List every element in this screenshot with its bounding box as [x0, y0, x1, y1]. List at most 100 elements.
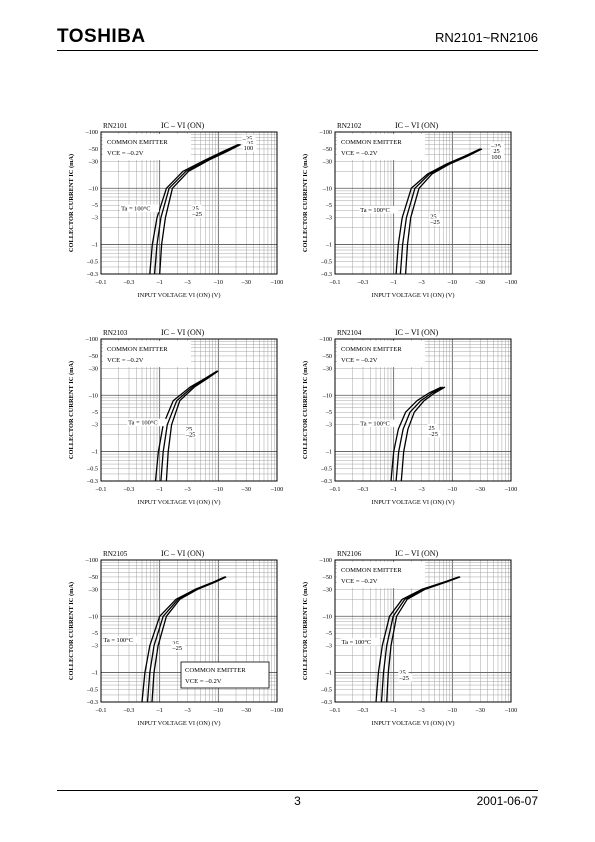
- x-tick-label: –0.1: [329, 279, 341, 286]
- annotation-bg: [120, 204, 160, 213]
- y-tick-label: –0.5: [86, 466, 98, 473]
- series-annotation: 25: [430, 214, 436, 221]
- annotation-bg: [127, 418, 167, 427]
- plot-frame: [100, 131, 278, 275]
- y-tick-label: –10: [88, 613, 98, 620]
- annotation-bg: [398, 668, 409, 677]
- y-tick-label: –0.3: [86, 699, 98, 706]
- x-tick-label: –30: [475, 279, 485, 286]
- plot-frame: [100, 338, 278, 482]
- y-axis-label: COLLECTOR CURRENT IC (mA): [302, 361, 309, 459]
- y-tick-label: –50: [88, 353, 98, 360]
- condition-box: COMMON EMITTER VCE = –0.2V: [103, 134, 191, 160]
- x-tick-label: –1: [156, 279, 163, 286]
- series-annotation: –25: [171, 645, 182, 652]
- series-annotation: –25: [490, 143, 501, 150]
- y-tick-label: –0.5: [320, 259, 332, 266]
- annotation-bg: [429, 212, 440, 221]
- part-label: RN2103: [103, 329, 128, 337]
- condition-line: COMMON EMITTER: [107, 346, 168, 353]
- series-line: [380, 576, 460, 703]
- x-tick-label: –10: [213, 279, 223, 286]
- x-tick-label: –0.3: [123, 707, 135, 714]
- plot-frame: [334, 131, 512, 275]
- series-line: [159, 143, 241, 275]
- series-annotation: Ta = 100°C: [128, 420, 158, 427]
- x-tick-label: –30: [241, 279, 251, 286]
- annotation-bg: [184, 430, 199, 439]
- condition-line: VCE = –0.2V: [185, 678, 222, 685]
- y-tick-label: –5: [91, 630, 98, 637]
- annotation-bg: [171, 639, 182, 648]
- condition-line: VCE = –0.2V: [107, 150, 144, 157]
- y-tick-label: –0.5: [86, 687, 98, 694]
- condition-box-bg: [337, 134, 425, 160]
- footer-date: 2001-06-07: [476, 794, 538, 808]
- chart-rn2105: –0.1 –0.3 –1 –3 –10 –30 –100–100–50–30–10–5–3–…: [68, 549, 283, 727]
- y-tick-label: –50: [322, 574, 332, 581]
- y-tick-label: –5: [91, 202, 98, 209]
- y-tick-label: –30: [322, 586, 332, 593]
- y-axis-label: COLLECTOR CURRENT IC (mA): [68, 361, 75, 459]
- chart-title: IC – VI (ON): [395, 328, 439, 337]
- annotation-bg: [246, 139, 257, 147]
- series-line: [151, 576, 227, 703]
- condition-box: COMMON EMITTER VCE = –0.2V: [337, 341, 425, 367]
- x-tick-label: –10: [447, 279, 457, 286]
- x-tick-label: –1: [156, 486, 163, 493]
- x-tick-label: –100: [270, 707, 283, 714]
- page-number: 3: [294, 794, 301, 808]
- x-tick-label: –0.1: [95, 707, 107, 714]
- y-tick-label: –0.3: [320, 271, 332, 278]
- condition-line: VCE = –0.2V: [341, 357, 378, 364]
- chart-title: IC – VI (ON): [161, 121, 205, 130]
- annotation-bg: [429, 218, 444, 226]
- y-tick-label: –3: [91, 215, 98, 222]
- condition-line: COMMON EMITTER: [341, 567, 402, 574]
- condition-line: COMMON EMITTER: [341, 139, 402, 146]
- annotation-bg: [398, 673, 413, 682]
- x-tick-label: –10: [213, 486, 223, 493]
- series-annotation: Ta = 100°C: [342, 639, 372, 646]
- series-line: [154, 370, 218, 482]
- x-tick-label: –1: [390, 486, 397, 493]
- x-tick-label: –100: [270, 486, 283, 493]
- series-line: [165, 370, 219, 482]
- condition-line: VCE = –0.2V: [341, 150, 378, 157]
- part-label: RN2106: [337, 550, 362, 558]
- y-tick-label: –5: [325, 630, 332, 637]
- series-annotation: –25: [429, 219, 440, 226]
- y-tick-label: –1: [91, 670, 98, 677]
- condition-box-bg: [337, 562, 425, 588]
- y-tick-label: –3: [91, 643, 98, 650]
- x-tick-label: –3: [418, 279, 425, 286]
- y-tick-label: –0.3: [86, 478, 98, 485]
- y-tick-label: –1: [91, 242, 98, 249]
- annotation-bg: [171, 644, 186, 652]
- series-annotation: Ta = 100°C: [121, 206, 151, 213]
- y-tick-label: –50: [322, 353, 332, 360]
- part-label: RN2102: [337, 122, 362, 130]
- x-tick-label: –1: [390, 707, 397, 714]
- x-tick-label: –30: [475, 486, 485, 493]
- annotation-bg: [490, 141, 505, 150]
- series-line: [395, 386, 444, 482]
- y-tick-label: –3: [325, 215, 332, 222]
- series-annotation: Ta = 100°C: [360, 421, 390, 428]
- x-axis-label: INPUT VOLTAGE VI (ON) (V): [137, 499, 220, 506]
- y-tick-label: –100: [319, 557, 332, 564]
- x-tick-label: –100: [504, 486, 517, 493]
- series-line: [386, 576, 461, 703]
- x-tick-label: –10: [213, 707, 223, 714]
- y-tick-label: –10: [88, 185, 98, 192]
- part-label: RN2105: [103, 550, 128, 558]
- series-annotation: 25: [247, 140, 253, 147]
- condition-box: COMMON EMITTER VCE = –0.2V: [103, 341, 191, 367]
- y-tick-label: –10: [322, 185, 332, 192]
- part-label: RN2101: [103, 122, 128, 130]
- part-range: RN2101~RN2106: [435, 30, 538, 45]
- series-annotation: 25: [192, 206, 198, 213]
- x-tick-label: –10: [447, 486, 457, 493]
- y-tick-label: –0.3: [320, 478, 332, 485]
- y-tick-label: –5: [325, 202, 332, 209]
